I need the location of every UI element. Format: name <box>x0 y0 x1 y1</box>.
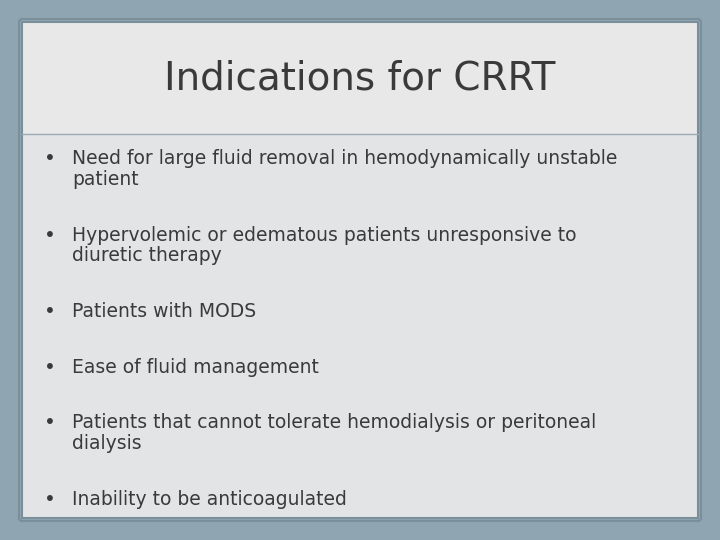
Text: Patients that cannot tolerate hemodialysis or peritoneal: Patients that cannot tolerate hemodialys… <box>72 414 596 433</box>
Text: •: • <box>44 149 56 168</box>
Text: •: • <box>44 490 56 509</box>
Text: Indications for CRRT: Indications for CRRT <box>164 59 556 97</box>
FancyBboxPatch shape <box>22 22 698 134</box>
Text: •: • <box>44 302 56 321</box>
Text: Need for large fluid removal in hemodynamically unstable: Need for large fluid removal in hemodyna… <box>72 149 617 168</box>
Text: Patients with MODS: Patients with MODS <box>72 302 256 321</box>
Text: •: • <box>44 414 56 433</box>
Text: •: • <box>44 358 56 377</box>
Text: Hypervolemic or edematous patients unresponsive to: Hypervolemic or edematous patients unres… <box>72 226 577 245</box>
Text: patient: patient <box>72 170 139 189</box>
Text: Ease of fluid management: Ease of fluid management <box>72 358 319 377</box>
FancyBboxPatch shape <box>22 134 698 518</box>
Text: •: • <box>44 226 56 245</box>
FancyBboxPatch shape <box>19 19 701 521</box>
Text: diuretic therapy: diuretic therapy <box>72 246 222 266</box>
Text: Inability to be anticoagulated: Inability to be anticoagulated <box>72 490 347 509</box>
Text: dialysis: dialysis <box>72 434 142 454</box>
